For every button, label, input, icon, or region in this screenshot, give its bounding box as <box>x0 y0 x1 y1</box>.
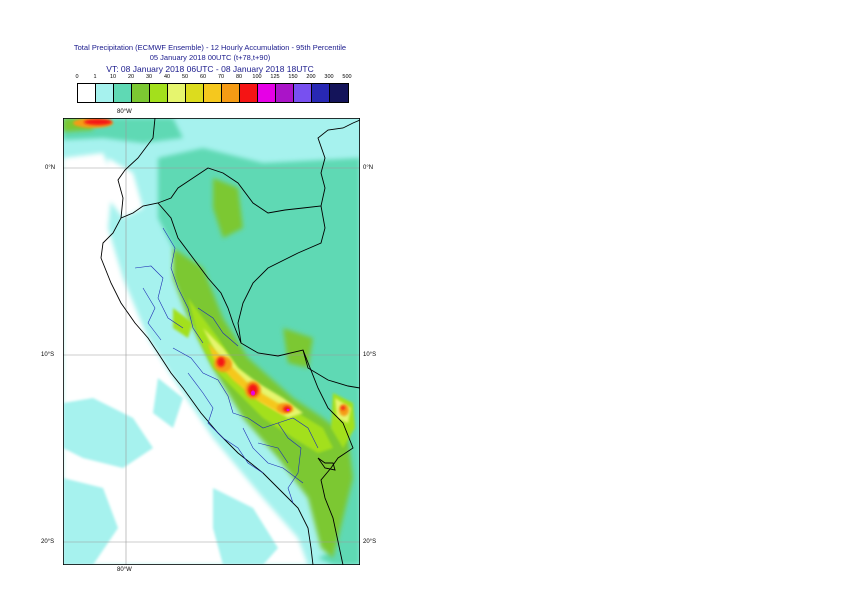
legend-swatch <box>240 84 258 102</box>
legend-swatch <box>258 84 276 102</box>
legend-labels: 0 1 10 20 30 40 50 60 70 80 100 125 150 200 300 500 <box>70 74 360 84</box>
regional-borders <box>134 227 319 504</box>
lat-label-20-right: 20°S <box>363 539 377 545</box>
map-title: Total Precipitation (ECMWF Ensemble) - 1… <box>73 43 347 52</box>
precip-80-100 <box>84 119 345 412</box>
legend-swatch <box>96 84 114 102</box>
lon-label-top: 80°W <box>117 109 132 115</box>
legend-threshold-label: 30 <box>145 74 153 80</box>
legend-threshold-label: 100 <box>252 74 262 80</box>
precip-100-125 <box>251 390 290 412</box>
legend-swatch <box>330 84 348 102</box>
legend-swatch <box>204 84 222 102</box>
lon-label-bottom: 80°W <box>117 567 132 573</box>
legend-swatch <box>276 84 294 102</box>
lat-label-0-right: 0°N <box>363 165 374 171</box>
map-valid-time: VT: 08 January 2018 06UTC - 08 January 2… <box>106 64 314 74</box>
legend-threshold-label: 125 <box>270 74 280 80</box>
legend-swatch <box>150 84 168 102</box>
legend-swatch <box>168 84 186 102</box>
legend-threshold-label: 1 <box>93 74 97 80</box>
legend-colorbar <box>77 83 349 103</box>
legend-threshold-label: 300 <box>324 74 334 80</box>
legend-threshold-label: 10 <box>109 74 117 80</box>
legend-swatch <box>186 84 204 102</box>
lat-label-20-left: 20°S <box>41 539 55 545</box>
legend-swatch <box>312 84 330 102</box>
legend-threshold-label: 40 <box>163 74 171 80</box>
lat-label-10-right: 10°S <box>363 352 377 358</box>
legend-swatch <box>222 84 240 102</box>
national-borders <box>100 118 360 565</box>
legend-swatch <box>132 84 150 102</box>
legend-threshold-label: 200 <box>306 74 316 80</box>
legend-threshold-label: 50 <box>181 74 189 80</box>
legend-swatch <box>78 84 96 102</box>
lat-label-10-left: 10°S <box>41 352 55 358</box>
legend-swatch <box>294 84 312 102</box>
legend-threshold-label: 150 <box>288 74 298 80</box>
legend-swatch <box>114 84 132 102</box>
legend-threshold-label: 20 <box>127 74 135 80</box>
lat-label-0-left: 0°N <box>45 165 56 171</box>
legend-threshold-label: 500 <box>342 74 352 80</box>
legend-threshold-label: 80 <box>235 74 243 80</box>
precip-ocean-speckle <box>63 378 278 565</box>
legend-threshold-label: 60 <box>199 74 207 80</box>
legend-threshold-label: 0 <box>75 74 79 80</box>
legend-threshold-label: 70 <box>217 74 225 80</box>
map-run-date: 05 January 2018 00UTC (t+78,t+90) <box>149 53 271 62</box>
precipitation-map <box>63 118 360 565</box>
